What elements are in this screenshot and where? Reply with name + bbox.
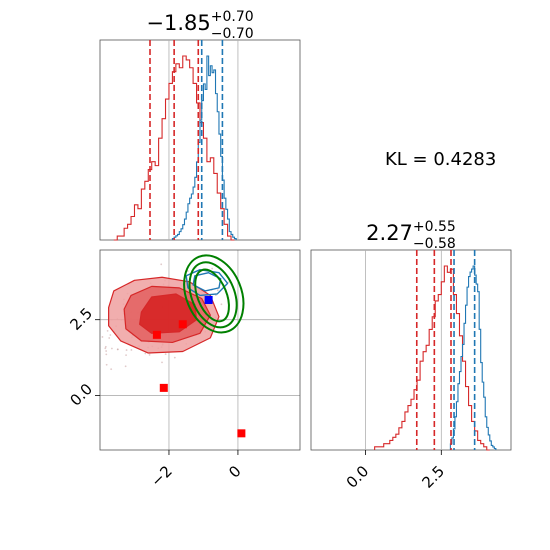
kl-divergence-label: KL = 0.4283: [385, 149, 496, 170]
joint-sample-point: [101, 336, 104, 338]
joint-y-tick-label: 0.0: [66, 380, 96, 410]
joint-sample-point: [125, 354, 127, 357]
joint-sample-point: [144, 352, 147, 355]
joint-y-tick-label: 2.5: [66, 304, 96, 334]
param2-x-tick-label: 2.5: [419, 462, 449, 492]
joint-green-ellipse: [183, 254, 245, 334]
titles-layer: −1.85+0.70 −0.70 2.27+0.55 −0.58: [146, 9, 455, 252]
joint-blue-marker: [204, 296, 213, 304]
joint-sample-point: [220, 303, 223, 306]
panel-joint-distribution: −2 0 0.0 2.5: [66, 249, 301, 490]
joint-content: [90, 254, 246, 438]
joint-green-ellipse: [194, 268, 230, 323]
joint-frame: [99, 249, 301, 451]
joint-sample-point: [160, 263, 163, 266]
joint-sample-point: [105, 353, 108, 356]
joint-sample-point: [94, 359, 96, 361]
joint-sample-point: [110, 347, 113, 350]
joint-sample-point: [109, 334, 112, 336]
joint-sample-point: [108, 337, 111, 339]
joint-sample-point: [125, 349, 128, 351]
joint-x-tick-label: −2: [147, 462, 175, 490]
panel-param2-histogram: 0.0 2.5: [310, 249, 512, 492]
param1-red-histogram: [113, 55, 235, 241]
joint-sample-point: [110, 368, 113, 371]
joint-sample-point: [95, 325, 97, 327]
param2-blue-histogram: [449, 265, 497, 450]
joint-sample-point: [148, 353, 151, 356]
joint-red-marker: [237, 429, 246, 438]
joint-sample-point: [106, 329, 109, 332]
param2-red-histogram: [374, 265, 490, 451]
joint-blue-contour: [185, 268, 229, 297]
param1-title: −1.85+0.70 −0.70: [146, 9, 253, 42]
joint-sample-point: [173, 356, 176, 359]
joint-sample-point: [105, 363, 108, 366]
param1-blue-histogram: [171, 55, 237, 240]
joint-blue-contour: [192, 272, 222, 292]
param2-x-tick-label: 0.0: [343, 462, 373, 492]
joint-sample-point: [130, 349, 133, 351]
joint-green-ellipse: [188, 261, 238, 329]
joint-sample-point: [161, 361, 163, 364]
joint-sample-point: [104, 347, 107, 350]
joint-red-marker: [178, 320, 187, 329]
joint-sample-point: [228, 281, 230, 284]
joint-x-tick-label: 0: [225, 462, 244, 481]
panel-param1-histogram: [99, 39, 301, 241]
joint-red-marker: [152, 330, 161, 339]
joint-sample-point: [124, 365, 127, 368]
joint-sample-point: [216, 289, 219, 292]
joint-sample-point: [90, 341, 92, 343]
param1-hist-frame: [99, 39, 301, 241]
joint-sample-point: [105, 350, 108, 352]
joint-sample-point: [104, 345, 107, 348]
param2-hist-frame: [310, 249, 512, 451]
joint-sample-point: [164, 353, 167, 356]
joint-red-marker: [159, 383, 168, 392]
param2-title: 2.27+0.55 −0.58: [366, 219, 456, 252]
joint-sample-point: [211, 267, 214, 270]
joint-sample-point: [116, 348, 119, 351]
